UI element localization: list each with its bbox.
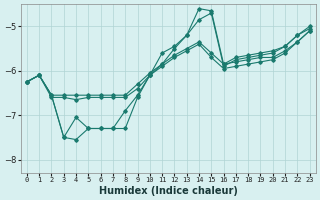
X-axis label: Humidex (Indice chaleur): Humidex (Indice chaleur) <box>99 186 238 196</box>
